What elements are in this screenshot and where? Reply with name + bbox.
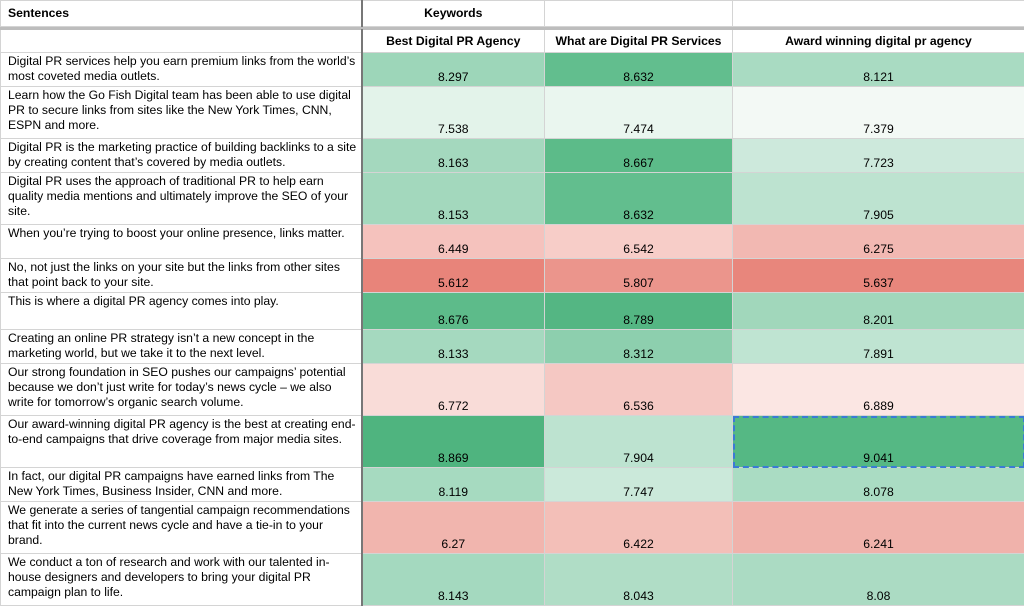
- score-cell[interactable]: 7.379: [733, 87, 1024, 139]
- sentence-cell[interactable]: Our strong foundation in SEO pushes our …: [1, 364, 362, 416]
- score-cell[interactable]: 5.637: [733, 259, 1024, 293]
- table-row: Our strong foundation in SEO pushes our …: [1, 364, 1024, 416]
- score-cell[interactable]: 7.747: [545, 468, 733, 502]
- score-cell[interactable]: 7.538: [362, 87, 545, 139]
- score-cell[interactable]: 8.632: [545, 173, 733, 225]
- score-cell[interactable]: 8.312: [545, 330, 733, 364]
- score-cell[interactable]: 6.449: [362, 225, 545, 259]
- score-cell[interactable]: 8.632: [545, 53, 733, 87]
- score-cell[interactable]: 8.08: [733, 554, 1024, 606]
- score-cell[interactable]: 8.676: [362, 293, 545, 330]
- table-row: When you’re trying to boost your online …: [1, 225, 1024, 259]
- table-row: Creating an online PR strategy isn’t a n…: [1, 330, 1024, 364]
- sentence-cell[interactable]: We conduct a ton of research and work wi…: [1, 554, 362, 606]
- score-cell[interactable]: 6.889: [733, 364, 1024, 416]
- sentence-cell[interactable]: When you’re trying to boost your online …: [1, 225, 362, 259]
- score-cell[interactable]: 6.772: [362, 364, 545, 416]
- score-cell[interactable]: 7.905: [733, 173, 1024, 225]
- score-cell[interactable]: 8.869: [362, 416, 545, 468]
- sentence-cell[interactable]: No, not just the links on your site but …: [1, 259, 362, 293]
- score-cell[interactable]: 8.297: [362, 53, 545, 87]
- sentence-cell[interactable]: Digital PR is the marketing practice of …: [1, 139, 362, 173]
- score-cell[interactable]: 6.422: [545, 502, 733, 554]
- score-cell[interactable]: 8.201: [733, 293, 1024, 330]
- score-cell[interactable]: 7.723: [733, 139, 1024, 173]
- table-row: Digital PR services help you earn premiu…: [1, 53, 1024, 87]
- table-row: No, not just the links on your site but …: [1, 259, 1024, 293]
- sentence-cell[interactable]: Creating an online PR strategy isn’t a n…: [1, 330, 362, 364]
- empty-header-cell[interactable]: [1, 30, 362, 53]
- sentence-cell[interactable]: This is where a digital PR agency comes …: [1, 293, 362, 330]
- score-cell[interactable]: 9.041: [733, 416, 1024, 468]
- keyword-header-what-are-digital-pr-services[interactable]: What are Digital PR Services: [545, 30, 733, 53]
- score-cell[interactable]: 6.536: [545, 364, 733, 416]
- score-cell[interactable]: 6.275: [733, 225, 1024, 259]
- table-row: Our award-winning digital PR agency is t…: [1, 416, 1024, 468]
- score-cell[interactable]: 6.27: [362, 502, 545, 554]
- score-cell[interactable]: 8.121: [733, 53, 1024, 87]
- keyword-header-best-digital-pr-agency[interactable]: Best Digital PR Agency: [362, 30, 545, 53]
- score-cell[interactable]: 8.133: [362, 330, 545, 364]
- score-cell[interactable]: 8.043: [545, 554, 733, 606]
- score-cell[interactable]: 6.542: [545, 225, 733, 259]
- score-cell[interactable]: 7.904: [545, 416, 733, 468]
- keywords-header[interactable]: Keywords: [362, 1, 545, 27]
- header-row-2: Best Digital PR Agency What are Digital …: [1, 30, 1024, 53]
- sentence-cell[interactable]: In fact, our digital PR campaigns have e…: [1, 468, 362, 502]
- table-row: Learn how the Go Fish Digital team has b…: [1, 87, 1024, 139]
- score-cell[interactable]: 8.119: [362, 468, 545, 502]
- table-row: In fact, our digital PR campaigns have e…: [1, 468, 1024, 502]
- score-cell[interactable]: 6.241: [733, 502, 1024, 554]
- table-row: This is where a digital PR agency comes …: [1, 293, 1024, 330]
- score-cell[interactable]: 7.891: [733, 330, 1024, 364]
- sentence-cell[interactable]: Digital PR uses the approach of traditio…: [1, 173, 362, 225]
- table-row: We conduct a ton of research and work wi…: [1, 554, 1024, 606]
- table-row: Digital PR uses the approach of traditio…: [1, 173, 1024, 225]
- score-cell[interactable]: 8.143: [362, 554, 545, 606]
- sentence-cell[interactable]: Digital PR services help you earn premiu…: [1, 53, 362, 87]
- sentence-cell[interactable]: Our award-winning digital PR agency is t…: [1, 416, 362, 468]
- score-cell[interactable]: 8.789: [545, 293, 733, 330]
- empty-header-cell[interactable]: [545, 1, 733, 27]
- sentence-cell[interactable]: Learn how the Go Fish Digital team has b…: [1, 87, 362, 139]
- score-cell[interactable]: 5.807: [545, 259, 733, 293]
- table-row: We generate a series of tangential campa…: [1, 502, 1024, 554]
- keyword-header-award-winning-digital-pr-agency[interactable]: Award winning digital pr agency: [733, 30, 1024, 53]
- score-cell[interactable]: 8.078: [733, 468, 1024, 502]
- score-cell[interactable]: 7.474: [545, 87, 733, 139]
- header-row-1: Sentences Keywords: [1, 1, 1024, 27]
- table-row: Digital PR is the marketing practice of …: [1, 139, 1024, 173]
- score-cell[interactable]: 5.612: [362, 259, 545, 293]
- score-cell[interactable]: 8.667: [545, 139, 733, 173]
- empty-header-cell[interactable]: [733, 1, 1024, 27]
- score-cell[interactable]: 8.153: [362, 173, 545, 225]
- score-cell[interactable]: 8.163: [362, 139, 545, 173]
- sentence-cell[interactable]: We generate a series of tangential campa…: [1, 502, 362, 554]
- sentences-header[interactable]: Sentences: [1, 1, 362, 27]
